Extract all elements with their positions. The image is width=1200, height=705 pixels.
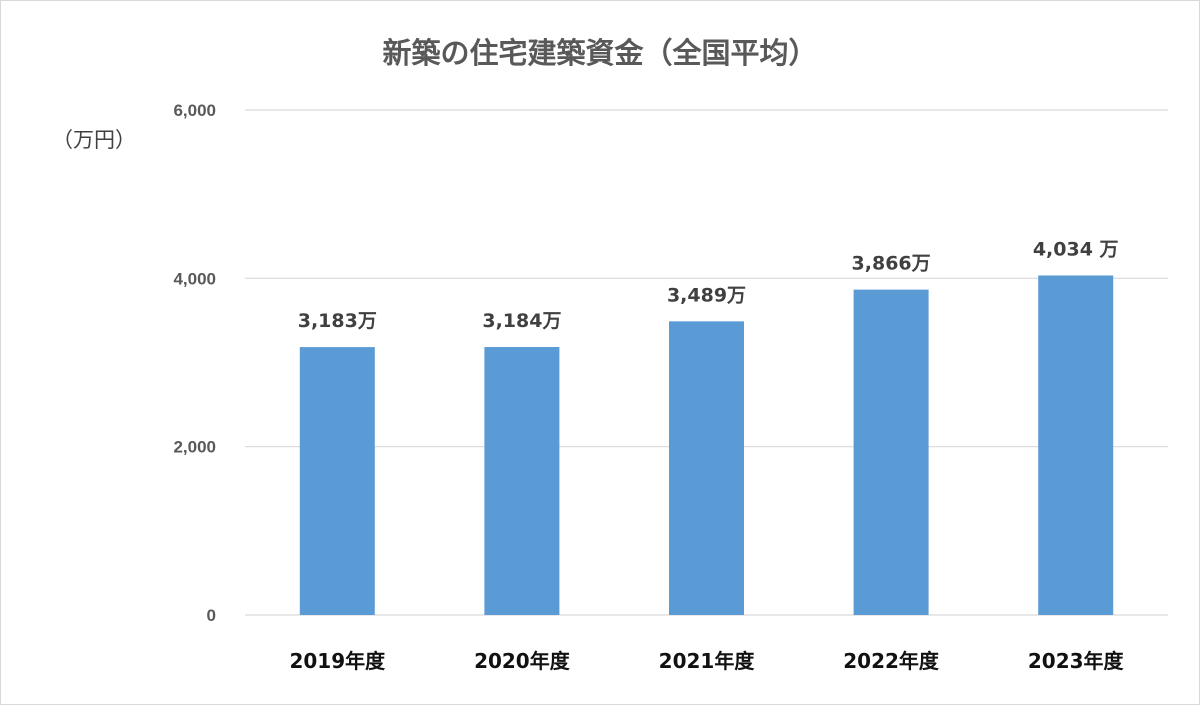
y-tick-label: 0 bbox=[207, 606, 216, 625]
y-tick-label: 6,000 bbox=[173, 101, 216, 120]
data-label: 3,184万 bbox=[482, 310, 561, 332]
y-tick-label: 4,000 bbox=[173, 269, 216, 288]
bar bbox=[1038, 275, 1114, 615]
chart-title: 新築の住宅建築資金（全国平均） bbox=[382, 36, 818, 70]
data-label: 3,489万 bbox=[667, 284, 746, 306]
bar bbox=[669, 321, 744, 615]
data-label: 3,183万 bbox=[298, 310, 377, 332]
y-axis-ticks: 0 2,000 4,000 6,000 bbox=[173, 101, 216, 625]
x-category-label: 2021年度 bbox=[659, 649, 756, 673]
bar bbox=[853, 289, 929, 615]
bar bbox=[484, 347, 560, 615]
data-label: 3,866万 bbox=[852, 253, 931, 275]
x-category-label: 2023年度 bbox=[1028, 649, 1125, 673]
bar bbox=[299, 347, 375, 615]
data-label: 4,034 万 bbox=[1033, 238, 1119, 260]
y-axis-unit-label: （万円） bbox=[52, 128, 136, 152]
y-tick-label: 2,000 bbox=[173, 438, 216, 457]
x-category-label: 2020年度 bbox=[474, 649, 571, 673]
bars bbox=[299, 275, 1114, 615]
data-labels: 3,183万 3,184万 3,489万 3,866万 4,034 万 bbox=[298, 238, 1119, 332]
x-category-label: 2019年度 bbox=[289, 649, 386, 673]
x-axis-categories: 2019年度 2020年度 2021年度 2022年度 2023年度 bbox=[289, 649, 1124, 673]
x-category-label: 2022年度 bbox=[843, 649, 940, 673]
